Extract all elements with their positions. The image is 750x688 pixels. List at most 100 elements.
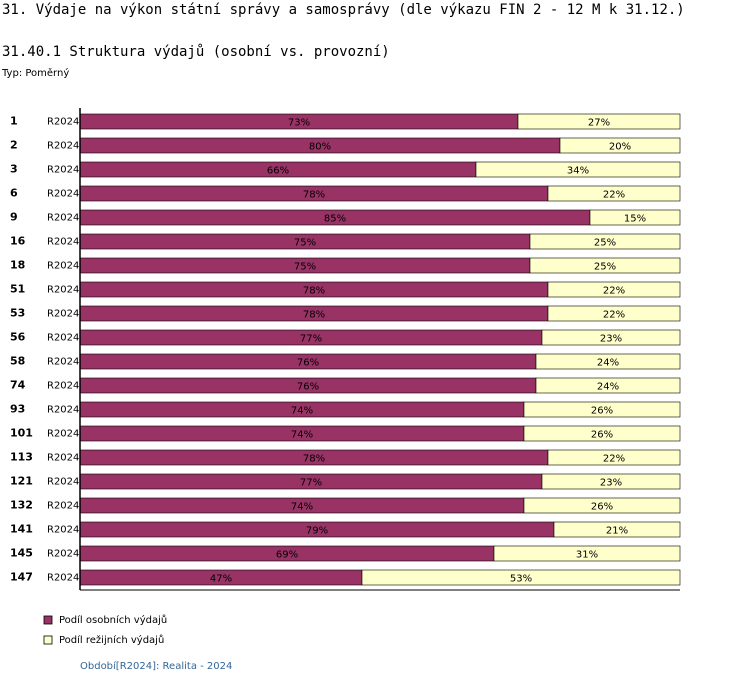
value-label: 76% [297,382,319,393]
bar-segment [541,473,681,490]
row-label: 2 [10,139,18,152]
row-label: 141 [10,523,33,536]
value-label: 21% [606,526,628,537]
legend-swatch [43,635,53,645]
row-label: 3 [10,163,18,176]
row-label: 53 [10,307,25,320]
value-label: 79% [306,526,328,537]
legend-swatch [43,615,53,625]
value-label: 26% [591,430,613,441]
period-label: R2024 [47,525,79,536]
value-label: 75% [294,238,316,249]
value-label: 78% [303,310,325,321]
period-label: R2024 [47,333,79,344]
footer-note: Období[R2024]: Realita - 2024 [80,660,232,672]
page-title: 31. Výdaje na výkon státní správy a samo… [2,2,685,18]
row-label: 9 [10,211,18,224]
row-label: 6 [10,187,18,200]
period-label: R2024 [47,405,79,416]
value-label: 24% [597,358,619,369]
value-label: 77% [300,334,322,345]
row-label: 18 [10,259,25,272]
row-label: 101 [10,427,33,440]
period-label: R2024 [47,213,79,224]
chart-title: 31.40.1 Struktura výdajů (osobní vs. pro… [2,44,390,60]
value-label: 69% [276,550,298,561]
bar-segment [523,497,681,514]
row-label: 93 [10,403,25,416]
row-label: 58 [10,355,25,368]
value-label: 77% [300,478,322,489]
period-label: R2024 [47,285,79,296]
value-label: 22% [603,286,625,297]
value-label: 78% [303,454,325,465]
bar-segment [517,113,681,130]
value-label: 31% [576,550,598,561]
period-label: R2024 [47,261,79,272]
value-label: 47% [210,574,232,585]
bar-segment [535,353,681,370]
value-label: 74% [291,430,313,441]
bar-segment [547,305,681,322]
value-label: 74% [291,406,313,417]
legend-label: Podíl osobních výdajů [59,614,167,626]
bar-segment [547,449,681,466]
value-label: 80% [309,142,331,153]
period-label: R2024 [47,477,79,488]
period-label: R2024 [47,309,79,320]
value-label: 26% [591,502,613,513]
period-label: R2024 [47,165,79,176]
value-label: 25% [594,262,616,273]
row-label: 16 [10,235,26,248]
legend-label: Podíl režijních výdajů [59,634,164,646]
period-label: R2024 [47,549,79,560]
bar-segment [529,257,681,274]
value-label: 75% [294,262,316,273]
bar-segment [523,425,681,442]
period-label: R2024 [47,357,79,368]
value-label: 74% [291,502,313,513]
value-label: 53% [510,574,532,585]
bar-segment [475,161,681,178]
bar-segment [361,569,681,586]
period-label: R2024 [47,381,79,392]
period-label: R2024 [47,117,79,128]
value-label: 34% [567,166,589,177]
value-label: 24% [597,382,619,393]
row-label: 113 [10,451,33,464]
bar-segment [547,185,681,202]
value-label: 20% [609,142,631,153]
value-label: 22% [603,190,625,201]
bar-segment [541,329,681,346]
row-label: 121 [10,475,33,488]
value-label: 76% [297,358,319,369]
value-label: 25% [594,238,616,249]
period-label: R2024 [47,501,79,512]
row-label: 1 [10,115,18,128]
period-label: R2024 [47,237,79,248]
bar-segment [529,233,681,250]
value-label: 78% [303,286,325,297]
row-label: 56 [10,331,26,344]
value-label: 78% [303,190,325,201]
row-label: 51 [10,283,25,296]
bar-segment [553,521,681,538]
bar-segment [589,209,681,226]
bar-segment [523,401,681,418]
bar-segment [559,137,681,154]
value-label: 22% [603,310,625,321]
period-label: R2024 [47,189,79,200]
period-label: R2024 [47,429,79,440]
value-label: 73% [288,118,310,129]
period-label: R2024 [47,573,79,584]
value-label: 23% [600,478,622,489]
row-label: 132 [10,499,33,512]
period-label: R2024 [47,453,79,464]
bar-segment [493,545,681,562]
row-label: 74 [10,379,26,392]
value-label: 15% [624,214,646,225]
bar-segment [535,377,681,394]
bar-segment [547,281,681,298]
